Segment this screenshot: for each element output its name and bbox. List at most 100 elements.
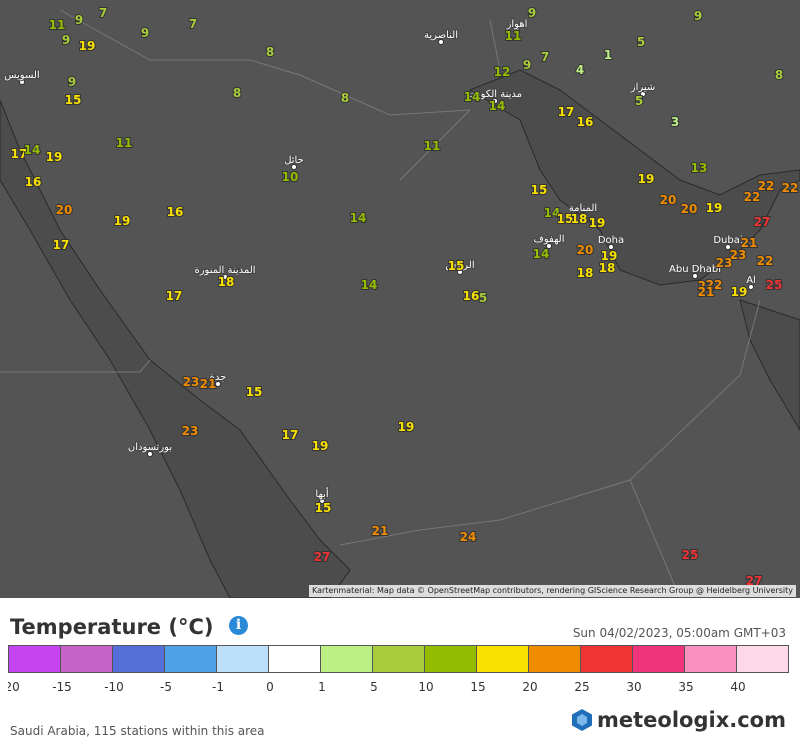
place-label: مدينة الكويت: [468, 89, 522, 100]
station-temperature: 9: [62, 33, 70, 47]
station-temperature: 20: [577, 243, 594, 257]
place-label: شيراز: [630, 82, 656, 93]
info-button[interactable]: i: [229, 616, 248, 635]
station-temperature: 14: [24, 143, 41, 157]
station-temperature: 11: [505, 29, 522, 43]
legend-swatch: [528, 645, 581, 673]
place-label: جدة: [210, 372, 227, 383]
station-temperature: 19: [706, 201, 723, 215]
station-temperature: 20: [56, 203, 73, 217]
place-label: الرياض: [445, 260, 474, 271]
station-temperature: 9: [68, 75, 76, 89]
station-temperature: 14: [350, 211, 367, 225]
legend-tick-label: 25: [574, 680, 589, 694]
station-temperature: 15: [246, 385, 263, 399]
place-dot: [608, 244, 614, 250]
station-temperature: 12: [494, 65, 511, 79]
place-label: Abu Dhabi: [669, 264, 721, 275]
place-dot: [748, 284, 754, 290]
station-temperature: 19: [398, 420, 415, 434]
station-temperature: 19: [312, 439, 329, 453]
station-temperature: 19: [79, 39, 96, 53]
place-dot: [725, 244, 731, 250]
place-dot: [19, 79, 25, 85]
place-dot: [514, 28, 520, 34]
legend-swatch: [424, 645, 477, 673]
station-temperature: 8: [266, 45, 274, 59]
place-label: Doha: [598, 235, 624, 246]
place-dot: [546, 243, 552, 249]
place-dot: [492, 98, 498, 104]
station-temperature: 17: [166, 289, 183, 303]
station-temperature: 8: [341, 91, 349, 105]
station-temperature: 19: [114, 214, 131, 228]
legend-tick-label: 5: [370, 680, 378, 694]
station-temperature: 22: [706, 278, 723, 292]
timestamp: Sun 04/02/2023, 05:00am GMT+03: [572, 626, 786, 640]
legend-tick-label: 0: [266, 680, 274, 694]
station-temperature: 23: [182, 424, 199, 438]
place-dot: [640, 91, 646, 97]
station-temperature: 14: [533, 247, 550, 261]
station-temperature: 9: [528, 6, 536, 20]
station-temperature: 19: [601, 249, 618, 263]
map-attribution: Kartenmaterial: Map data © OpenStreetMap…: [308, 585, 796, 597]
place-dot: [692, 273, 698, 279]
station-temperature: 11: [424, 139, 441, 153]
legend-swatch: [216, 645, 269, 673]
station-temperature: 22: [758, 179, 775, 193]
station-temperature: 21: [372, 524, 389, 538]
station-temperature: 9: [523, 58, 531, 72]
place-dot: [457, 269, 463, 275]
station-temperature: 3: [671, 115, 679, 129]
station-temperature: 23: [716, 256, 733, 270]
place-dot: [319, 498, 325, 504]
station-temperature: 21: [200, 377, 217, 391]
legend-tick-label: 1: [318, 680, 326, 694]
station-temperature: 17: [282, 428, 299, 442]
station-temperature: 19: [731, 285, 748, 299]
station-temperature: 7: [189, 17, 197, 31]
place-label: الهفوف: [533, 234, 564, 245]
legend-swatch: [580, 645, 633, 673]
station-temperature: 27: [314, 550, 331, 564]
station-temperature: 18: [218, 275, 235, 289]
station-temperature: 17: [53, 238, 70, 252]
station-temperature: 22: [782, 181, 799, 195]
station-temperature: 9: [694, 9, 702, 23]
legend-swatch: [164, 645, 217, 673]
legend-tick-label: -15: [52, 680, 72, 694]
place-label: Al: [746, 275, 756, 286]
place-labels: الناصرية اهواز مدينة الكويت شيراز السويس حائل…: [3, 18, 757, 504]
place-label: أبها: [315, 487, 328, 500]
legend-title: Temperature (°C): [10, 615, 214, 639]
logo[interactable]: meteologix.com: [571, 708, 786, 732]
legend-tick-label: -5: [160, 680, 172, 694]
station-temperature: 19: [46, 150, 63, 164]
place-label: حائل: [284, 155, 304, 166]
sea: [0, 69, 800, 598]
legend-tick-label: 10: [418, 680, 433, 694]
station-temperature: 20: [681, 202, 698, 216]
station-temperature: 18: [577, 266, 594, 280]
station-temperature: 17: [11, 147, 28, 161]
station-temperature: 5: [637, 35, 645, 49]
station-temperature: 7: [99, 6, 107, 20]
station-temperature: 15: [448, 259, 465, 273]
station-temperature: 17: [558, 105, 575, 119]
station-temperature: 20: [660, 193, 677, 207]
station-temperature: 19: [638, 172, 655, 186]
legend-swatch: [372, 645, 425, 673]
station-temperature: 22: [757, 254, 774, 268]
station-temperature: 22: [698, 279, 715, 293]
legend-swatch: [632, 645, 685, 673]
legend-swatch: [268, 645, 321, 673]
station-temperature: 8: [233, 86, 241, 100]
place-label: المنامة: [569, 203, 597, 214]
map: الناصرية اهواز مدينة الكويت شيراز السويس حائل…: [0, 0, 800, 598]
station-temperature: 10: [282, 170, 299, 184]
station-temperature: 24: [460, 530, 477, 544]
